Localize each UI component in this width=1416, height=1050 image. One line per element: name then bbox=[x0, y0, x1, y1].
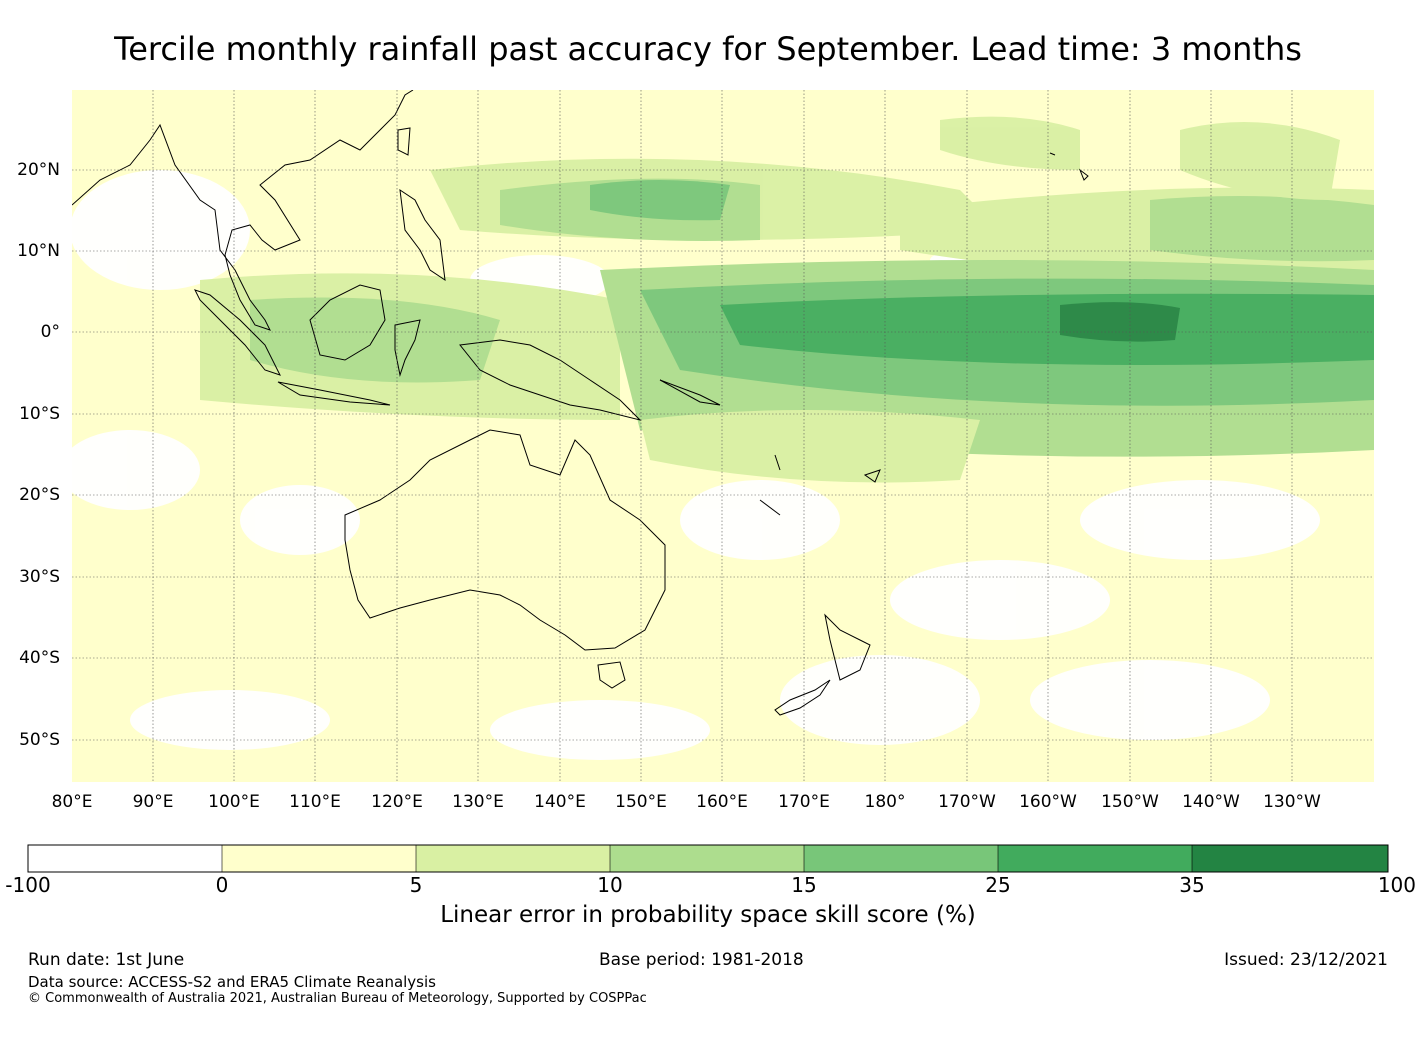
lon-label: 130°W bbox=[1263, 792, 1321, 812]
lon-label: 170°E bbox=[778, 792, 830, 812]
lon-label: 150°E bbox=[615, 792, 667, 812]
new-zealand-north-coast bbox=[824, 613, 871, 681]
lon-label: 100°E bbox=[208, 792, 260, 812]
southeast-asia-coast bbox=[72, 90, 414, 331]
run-date: Run date: 1st June bbox=[28, 950, 185, 970]
taiwan-coast bbox=[397, 127, 411, 156]
lon-label: 160°W bbox=[1019, 792, 1077, 812]
fiji-coast bbox=[863, 469, 881, 483]
colorbar-swatch bbox=[416, 845, 610, 872]
lon-label: 110°E bbox=[289, 792, 341, 812]
base-period: Base period: 1981-2018 bbox=[599, 950, 804, 970]
vanuatu-coast bbox=[774, 454, 781, 471]
borneo-coast bbox=[309, 284, 386, 361]
colorbar-swatch bbox=[804, 845, 998, 872]
new-zealand-south-coast bbox=[774, 679, 831, 716]
lon-label: 160°E bbox=[696, 792, 748, 812]
lat-label: 40°S bbox=[19, 648, 60, 668]
colorbar bbox=[27, 844, 1389, 873]
lon-label: 180° bbox=[864, 792, 906, 812]
colorbar-label: Linear error in probability space skill … bbox=[440, 902, 976, 928]
hawaii-coast bbox=[1049, 152, 1089, 181]
colorbar-swatch bbox=[610, 845, 804, 872]
lon-label: 140°W bbox=[1182, 792, 1240, 812]
lon-label: 130°E bbox=[452, 792, 504, 812]
lon-label: 150°W bbox=[1101, 792, 1159, 812]
gridlines bbox=[72, 90, 1374, 782]
issued-date: Issued: 23/12/2021 bbox=[1224, 950, 1388, 970]
colorbar-swatch bbox=[28, 845, 222, 872]
data-source: Data source: ACCESS-S2 and ERA5 Climate … bbox=[28, 973, 436, 991]
lon-label: 90°E bbox=[132, 792, 174, 812]
colorbar-tick: 5 bbox=[409, 873, 423, 897]
colorbar-swatch bbox=[1192, 845, 1388, 872]
australia-coast bbox=[344, 429, 666, 651]
tasmania-coast bbox=[597, 661, 626, 689]
sumatra-coast bbox=[194, 289, 281, 376]
colorbar-tick: 15 bbox=[791, 873, 817, 897]
lat-label: 0° bbox=[40, 322, 60, 342]
colorbar-tick: 25 bbox=[985, 873, 1011, 897]
java-coast bbox=[277, 381, 391, 406]
colorbar-tick: 10 bbox=[597, 873, 623, 897]
lat-label: 10°N bbox=[17, 241, 60, 261]
new-caledonia-coast bbox=[759, 499, 781, 516]
solomon-islands-coast bbox=[659, 379, 721, 406]
philippines-coast bbox=[399, 188, 446, 282]
copyright: © Commonwealth of Australia 2021, Austra… bbox=[28, 991, 647, 1006]
lat-label: 30°S bbox=[19, 567, 60, 587]
colorbar-tick: 100 bbox=[1377, 873, 1416, 897]
colorbar-swatch bbox=[222, 845, 416, 872]
lon-label: 120°E bbox=[371, 792, 423, 812]
colorbar-border bbox=[27, 844, 1389, 873]
lat-label: 10°S bbox=[19, 404, 60, 424]
lat-label: 20°N bbox=[17, 160, 60, 180]
skill-field bbox=[72, 116, 1374, 760]
colorbar-tick: -100 bbox=[5, 873, 51, 897]
lat-label: 50°S bbox=[19, 730, 60, 750]
lon-label: 170°W bbox=[938, 792, 996, 812]
colorbar-swatch bbox=[998, 845, 1192, 872]
sulawesi-coast bbox=[394, 319, 421, 377]
colorbar-tick: 35 bbox=[1179, 873, 1205, 897]
new-guinea-coast bbox=[459, 339, 642, 421]
chart-title: Tercile monthly rainfall past accuracy f… bbox=[114, 30, 1302, 68]
lon-label: 80°E bbox=[51, 792, 93, 812]
coastlines bbox=[72, 90, 1089, 716]
colorbar-tick: 0 bbox=[215, 873, 229, 897]
lat-label: 20°S bbox=[19, 485, 60, 505]
lon-label: 140°E bbox=[534, 792, 586, 812]
